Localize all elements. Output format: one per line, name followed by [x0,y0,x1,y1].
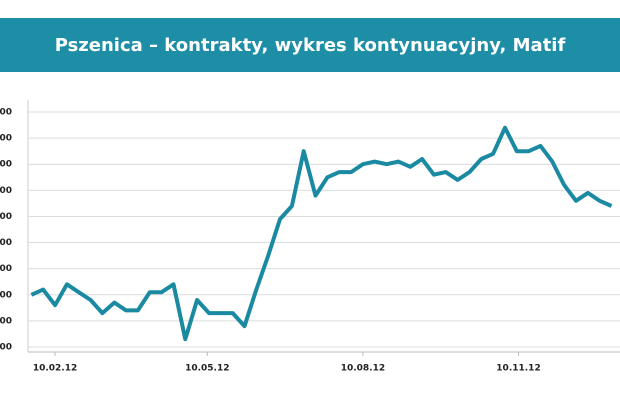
y-tick-label: 220,00 [0,264,12,274]
x-tick-label: 10.08.12 [341,364,385,374]
x-tick-label: 10.02.12 [33,364,77,374]
y-tick-label: 200,00 [0,316,12,326]
title-bar [0,18,620,72]
y-tick-label: 250,00 [0,186,12,196]
y-tick-label: 260,00 [0,160,12,170]
y-tick-label: 230,00 [0,238,12,248]
chart-title: Pszenica – kontrakty, wykres kontynuacyj… [55,35,566,56]
line-series [30,125,613,342]
x-tick-label: 10.05.12 [185,364,229,374]
y-tick-label: 190,00 [0,343,12,353]
y-tick-label: 270,00 [0,134,12,144]
y-tick-label: 240,00 [0,212,12,222]
y-tick-label: 210,00 [0,290,12,300]
y-tick-label: 280,00 [0,108,12,118]
x-tick-label: 10.11.12 [496,364,540,374]
